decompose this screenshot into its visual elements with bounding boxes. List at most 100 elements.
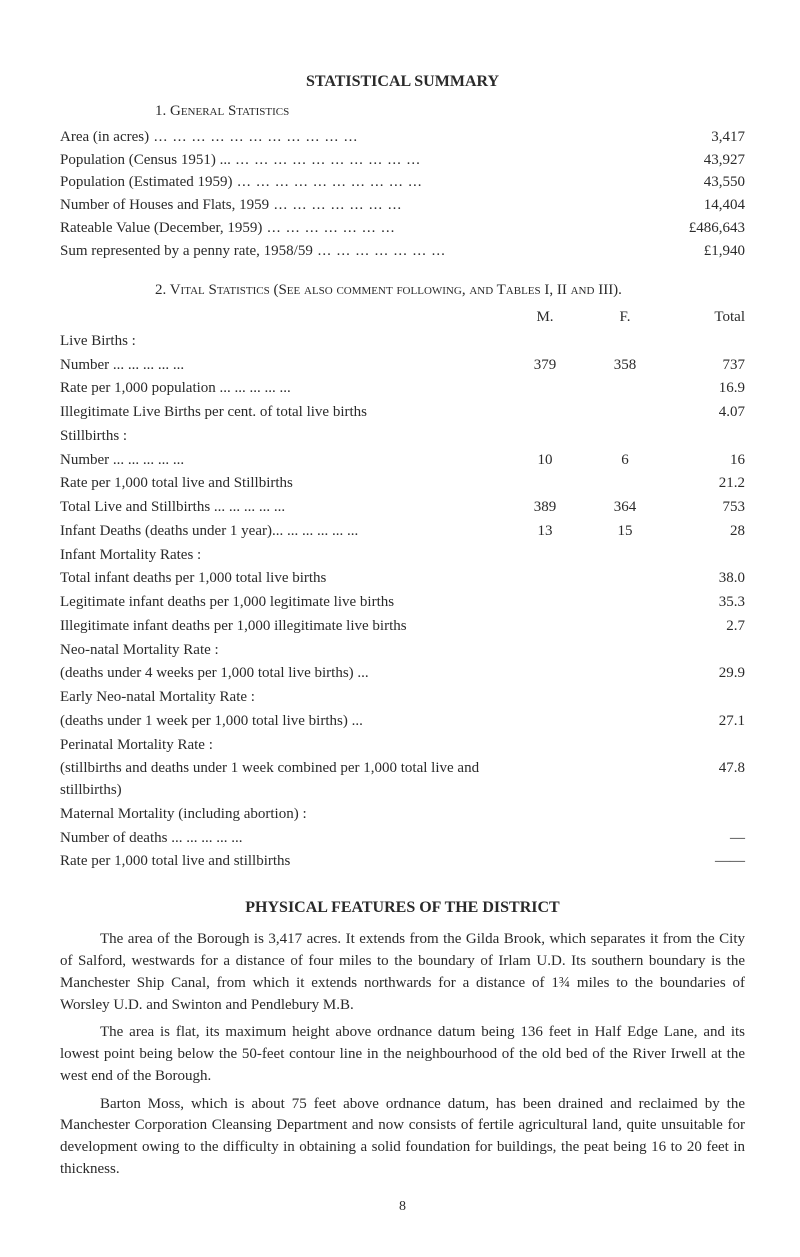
cell-total: 753	[665, 496, 745, 520]
cell-f: 6	[585, 449, 665, 473]
cell-total: 38.0	[665, 567, 745, 591]
table-row: Early Neo-natal Mortality Rate :	[60, 686, 745, 710]
body-paragraph: The area is flat, its maximum height abo…	[60, 1022, 745, 1087]
cell-f: 15	[585, 520, 665, 544]
table-row: Illegitimate infant deaths per 1,000 ill…	[60, 615, 745, 639]
stat-label-text: Number of Houses and Flats, 1959	[60, 197, 269, 213]
table-row: Total infant deaths per 1,000 total live…	[60, 567, 745, 591]
cell-m	[505, 472, 585, 496]
cell-total: 29.9	[665, 662, 745, 686]
body-paragraph: Barton Moss, which is about 75 feet abov…	[60, 1094, 745, 1181]
stat-label: Sum represented by a penny rate, 1958/59	[60, 241, 684, 263]
row-label: Number ... ... ... ... ...	[60, 354, 505, 378]
table-row: Number ... ... ... ... ...379358737	[60, 354, 745, 378]
stat-label: Number of Houses and Flats, 1959	[60, 195, 684, 217]
cell-m	[505, 827, 585, 851]
stat-label-text: Population (Census 1951) ...	[60, 152, 231, 168]
general-statistics-block: Area (in acres) 3,417 Population (Census…	[60, 127, 745, 263]
section-2-heading: 2. Vital Statistics (See also comment fo…	[60, 280, 745, 302]
cell-total: ——	[665, 850, 745, 874]
stat-label-text: Area (in acres)	[60, 129, 149, 145]
dots-leader	[231, 152, 421, 168]
table-row: Live Births :	[60, 330, 745, 354]
cell-f	[585, 639, 665, 663]
stat-row: Area (in acres) 3,417	[60, 127, 745, 149]
cell-f	[585, 425, 665, 449]
cell-f	[585, 615, 665, 639]
table-row: Infant Mortality Rates :	[60, 544, 745, 568]
cell-f	[585, 567, 665, 591]
dots-leader	[313, 243, 446, 259]
cell-f	[585, 734, 665, 758]
stat-value: £1,940	[684, 241, 745, 263]
stat-row: Number of Houses and Flats, 1959 14,404	[60, 195, 745, 217]
cell-total: 4.07	[665, 401, 745, 425]
row-label: (stillbirths and deaths under 1 week com…	[60, 757, 505, 803]
row-label: Rate per 1,000 total live and stillbirth…	[60, 850, 505, 874]
vital-statistics-table: M. F. Total	[60, 306, 745, 330]
table-row: Rate per 1,000 population ... ... ... ..…	[60, 377, 745, 401]
table-row: Illegitimate Live Births per cent. of to…	[60, 401, 745, 425]
stat-label-text: Population (Estimated 1959)	[60, 174, 232, 190]
stat-label: Area (in acres)	[60, 127, 691, 149]
cell-f	[585, 330, 665, 354]
table-row: Number ... ... ... ... ...10616	[60, 449, 745, 473]
cell-m	[505, 615, 585, 639]
row-label: Infant Mortality Rates :	[60, 544, 505, 568]
row-label: Rate per 1,000 population ... ... ... ..…	[60, 377, 505, 401]
cell-total: 16	[665, 449, 745, 473]
stat-label: Population (Census 1951) ...	[60, 150, 684, 172]
cell-total: 35.3	[665, 591, 745, 615]
cell-f	[585, 662, 665, 686]
cell-total	[665, 425, 745, 449]
col-header-total: Total	[665, 306, 745, 330]
table-header-row: M. F. Total	[60, 306, 745, 330]
stat-label: Population (Estimated 1959)	[60, 172, 684, 194]
row-label: (deaths under 4 weeks per 1,000 total li…	[60, 662, 505, 686]
page-number: 8	[60, 1197, 745, 1217]
table-row: (deaths under 4 weeks per 1,000 total li…	[60, 662, 745, 686]
table-row: (deaths under 1 week per 1,000 total liv…	[60, 710, 745, 734]
table-row: Infant Deaths (deaths under 1 year)... .…	[60, 520, 745, 544]
cell-m	[505, 401, 585, 425]
row-label: Illegitimate infant deaths per 1,000 ill…	[60, 615, 505, 639]
cell-m: 379	[505, 354, 585, 378]
cell-f: 358	[585, 354, 665, 378]
cell-f	[585, 401, 665, 425]
row-label: Stillbirths :	[60, 425, 505, 449]
cell-m: 389	[505, 496, 585, 520]
section-1-heading: 1. General Statistics	[60, 101, 745, 123]
dots-leader	[232, 174, 422, 190]
cell-m	[505, 544, 585, 568]
stat-row: Population (Census 1951) ... 43,927	[60, 150, 745, 172]
cell-m	[505, 591, 585, 615]
table-row: Rate per 1,000 total live and Stillbirth…	[60, 472, 745, 496]
cell-total	[665, 639, 745, 663]
row-label: Early Neo-natal Mortality Rate :	[60, 686, 505, 710]
cell-total	[665, 686, 745, 710]
cell-f	[585, 686, 665, 710]
cell-m	[505, 639, 585, 663]
cell-total: 737	[665, 354, 745, 378]
cell-f	[585, 472, 665, 496]
section-2-label: 2. Vital Statistics (See also comment fo…	[155, 282, 622, 298]
vital-statistics-body: Live Births :Number ... ... ... ... ...3…	[60, 330, 745, 874]
cell-f	[585, 377, 665, 401]
cell-f: 364	[585, 496, 665, 520]
cell-m	[505, 734, 585, 758]
cell-total: 21.2	[665, 472, 745, 496]
row-label: Rate per 1,000 total live and Stillbirth…	[60, 472, 505, 496]
table-header-blank	[60, 306, 505, 330]
row-label: Infant Deaths (deaths under 1 year)... .…	[60, 520, 505, 544]
cell-f	[585, 710, 665, 734]
col-header-m: M.	[505, 306, 585, 330]
cell-m	[505, 662, 585, 686]
stat-label-text: Sum represented by a penny rate, 1958/59	[60, 243, 313, 259]
cell-total: 27.1	[665, 710, 745, 734]
stat-value: 3,417	[691, 127, 745, 149]
cell-f	[585, 591, 665, 615]
cell-f	[585, 757, 665, 803]
table-row: Total Live and Stillbirths ... ... ... .…	[60, 496, 745, 520]
cell-m	[505, 686, 585, 710]
stat-row: Population (Estimated 1959) 43,550	[60, 172, 745, 194]
